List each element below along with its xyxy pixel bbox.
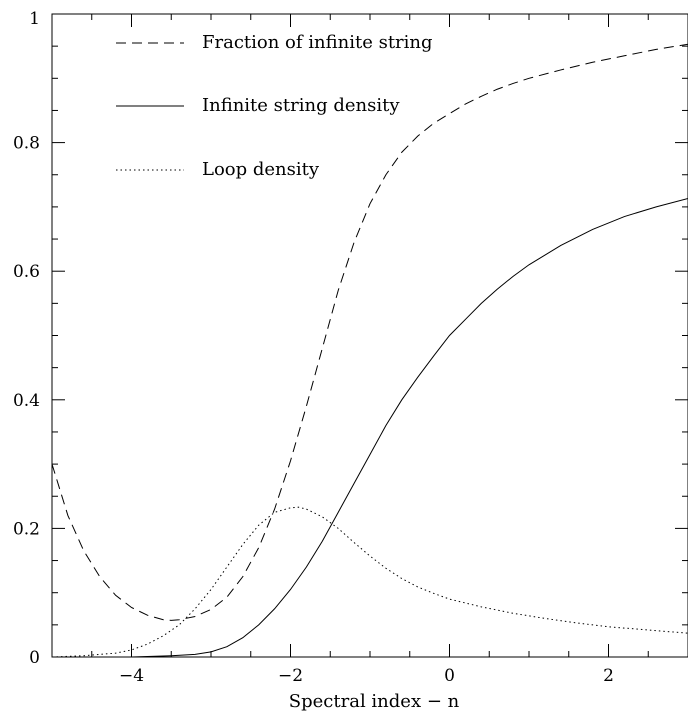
ticks-layer bbox=[51, 13, 688, 658]
x-tick-label: 2 bbox=[603, 666, 614, 686]
x-tick-label: 0 bbox=[444, 666, 455, 686]
y-tick-label: 1 bbox=[29, 9, 40, 29]
y-tick-label: 0 bbox=[29, 648, 40, 668]
legend-label: Infinite string density bbox=[202, 95, 400, 116]
legend-label: Fraction of infinite string bbox=[202, 32, 433, 53]
legend-label: Loop density bbox=[202, 159, 320, 180]
tick-labels: −4 −2 0 2 0 0.2 0.4 0.6 0.8 1 bbox=[13, 9, 614, 686]
x-tick-label: −2 bbox=[278, 666, 303, 686]
series-layer bbox=[52, 43, 688, 657]
y-tick-label: 0.2 bbox=[13, 519, 40, 539]
x-axis-label: Spectral index − n bbox=[289, 691, 460, 712]
y-tick-label: 0.6 bbox=[13, 262, 40, 282]
series-line-dotted bbox=[52, 506, 688, 657]
x-tick-label: −4 bbox=[119, 666, 144, 686]
plot-frame bbox=[51, 13, 688, 658]
series-line-solid bbox=[52, 198, 688, 657]
y-tick-label: 0.8 bbox=[13, 134, 40, 154]
series-line-dashed bbox=[52, 43, 688, 621]
legend: Fraction of infinite string Infinite stri… bbox=[116, 32, 433, 180]
y-tick-label: 0.4 bbox=[13, 391, 40, 411]
